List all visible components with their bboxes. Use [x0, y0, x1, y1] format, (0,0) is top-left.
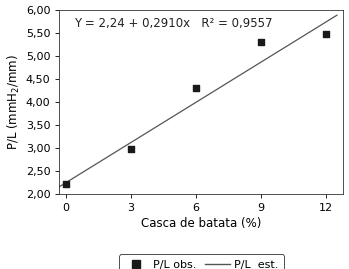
Point [258, 40, 264, 44]
Point [193, 86, 199, 90]
X-axis label: Casca de batata (%): Casca de batata (%) [141, 217, 262, 230]
Y-axis label: P/L (mmH$_{2}$/mm): P/L (mmH$_{2}$/mm) [6, 54, 22, 150]
Text: Y = 2,24 + 0,2910x   R² = 0,9557: Y = 2,24 + 0,2910x R² = 0,9557 [74, 17, 272, 30]
Point [128, 147, 134, 151]
Point [63, 181, 69, 186]
Legend: P/L obs., P/L  est.: P/L obs., P/L est. [119, 254, 284, 269]
Point [323, 32, 329, 36]
